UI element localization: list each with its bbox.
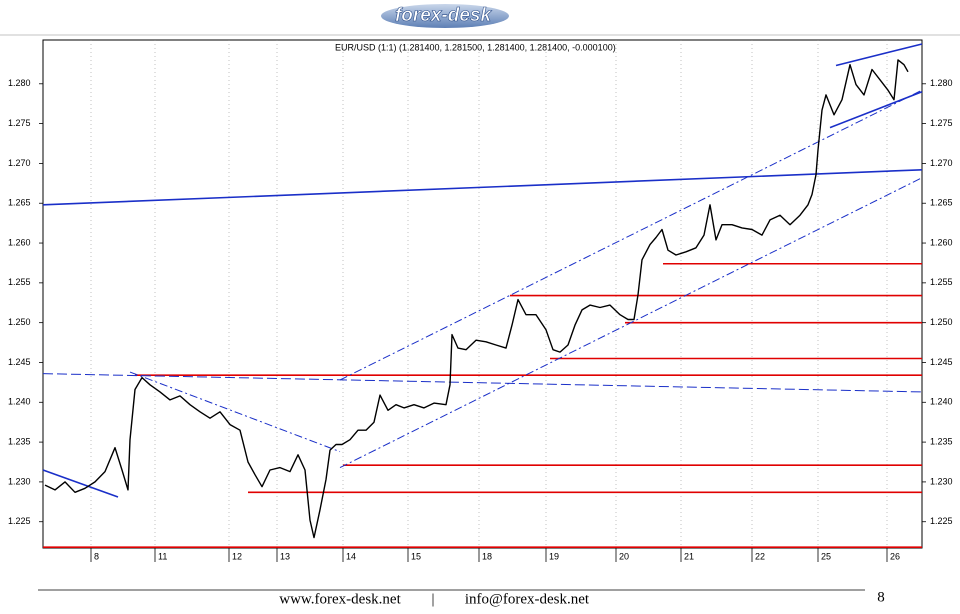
y-tick-label: 1.265 <box>8 198 31 208</box>
trend-line <box>339 177 923 469</box>
y2-tick-label: 1.230 <box>930 476 953 486</box>
y-tick-label: 1.240 <box>8 397 31 407</box>
y-tick-label: 1.250 <box>8 317 31 327</box>
x-tick-label: 12 <box>232 551 242 561</box>
trend-line <box>42 373 923 393</box>
y2-tick-label: 1.270 <box>930 158 953 168</box>
x-tick-label: 11 <box>158 551 167 561</box>
y2-tick-label: 1.260 <box>930 237 953 247</box>
chart-title: EUR/USD (1:1) (1.281400, 1.281500, 1.281… <box>335 42 616 52</box>
trend-line <box>835 43 923 67</box>
y-tick-label: 1.255 <box>8 277 31 287</box>
y-tick-label: 1.275 <box>8 118 31 128</box>
y2-tick-label: 1.255 <box>930 277 953 287</box>
price-line <box>44 59 909 539</box>
y2-tick-label: 1.265 <box>930 198 953 208</box>
y-tick-label: 1.260 <box>8 237 31 247</box>
y-tick-label: 1.270 <box>8 158 31 168</box>
x-tick-label: 25 <box>821 551 831 561</box>
trend-line <box>829 91 923 129</box>
x-tick-label: 22 <box>755 551 765 561</box>
page-number: 8 <box>877 589 885 605</box>
trend-line <box>129 371 341 453</box>
y-tick-label: 1.235 <box>8 436 31 446</box>
y-tick-label: 1.280 <box>8 78 31 88</box>
y2-tick-label: 1.275 <box>930 118 953 128</box>
x-tick-label: 14 <box>346 551 356 561</box>
x-tick-label: 18 <box>482 551 492 561</box>
logo-text: forex-desk <box>395 5 493 26</box>
y2-tick-label: 1.250 <box>930 317 953 327</box>
x-tick-label: 13 <box>280 551 290 561</box>
y2-tick-label: 1.240 <box>930 397 953 407</box>
y-tick-label: 1.230 <box>8 476 31 486</box>
trend-line <box>42 469 119 498</box>
logo-badge <box>381 4 509 28</box>
footer-website: www.forex-desk.net <box>279 591 401 607</box>
y2-tick-label: 1.245 <box>930 357 953 367</box>
y2-tick-label: 1.280 <box>930 78 953 88</box>
plot-frame <box>42 39 923 549</box>
footer-email: info@forex-desk.net <box>465 591 590 607</box>
y2-tick-label: 1.235 <box>930 436 953 446</box>
y2-tick-label: 1.225 <box>930 516 953 526</box>
x-tick-label: 21 <box>684 551 694 561</box>
x-tick-label: 20 <box>619 551 629 561</box>
y-tick-label: 1.225 <box>8 516 31 526</box>
x-tick-label: 26 <box>890 551 900 561</box>
footer-separator: | <box>431 591 434 607</box>
x-tick-label: 19 <box>549 551 559 561</box>
x-tick-label: 8 <box>94 551 99 561</box>
x-tick-label: 15 <box>411 551 421 561</box>
trend-line <box>339 89 923 381</box>
y-tick-label: 1.245 <box>8 357 31 367</box>
logo: forex-desk <box>381 4 509 28</box>
trend-line <box>42 168 923 206</box>
